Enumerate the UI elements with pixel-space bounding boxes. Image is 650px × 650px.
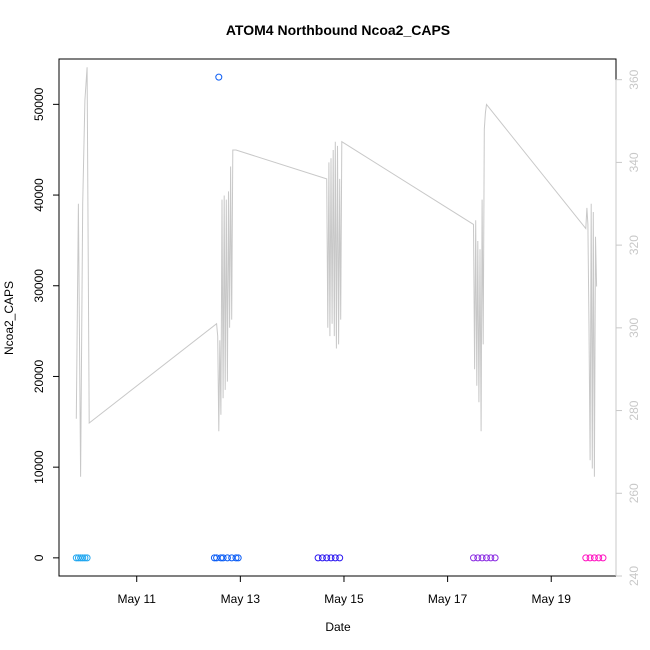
data-point xyxy=(223,554,231,562)
y-tick-label-right: 300 xyxy=(627,318,641,338)
y-tick-label-left: 40000 xyxy=(32,178,46,212)
x-tick-label: May 15 xyxy=(324,592,364,606)
data-point xyxy=(336,554,344,562)
data-point xyxy=(318,554,326,562)
data-point xyxy=(215,73,223,81)
x-tick-label: May 13 xyxy=(221,592,261,606)
data-point xyxy=(599,554,607,562)
data-point xyxy=(79,554,87,562)
y-tick-label-right: 340 xyxy=(627,152,641,172)
data-point xyxy=(331,554,339,562)
data-point xyxy=(314,554,322,562)
y-tick-label-right: 360 xyxy=(627,69,641,89)
data-point xyxy=(81,554,89,562)
data-point xyxy=(487,554,495,562)
data-point xyxy=(327,554,335,562)
x-tick-label: May 19 xyxy=(532,592,572,606)
y-tick-label-left: 30000 xyxy=(32,269,46,303)
y-tick-label-right: 320 xyxy=(627,235,641,255)
data-point xyxy=(595,554,603,562)
plot-frame xyxy=(58,58,617,577)
x-tick-label: May 11 xyxy=(117,592,156,606)
data-point xyxy=(483,554,490,562)
y-tick-label-right: 240 xyxy=(627,566,641,586)
y-tick-label-left: 10000 xyxy=(32,450,46,484)
y-tick-label-left: 0 xyxy=(32,554,46,561)
axes-layer: May 11 May 13 May 15 May 17 May 19 0 10000 2000… xyxy=(32,69,641,606)
data-point xyxy=(470,554,477,562)
series-line xyxy=(75,67,598,477)
y-tick-label-right: 260 xyxy=(627,483,641,503)
y-tick-label-left: 20000 xyxy=(32,359,46,393)
points-layer xyxy=(72,73,607,562)
x-axis-label: Date xyxy=(325,620,351,634)
data-point xyxy=(234,554,242,562)
chart-title: ATOM4 Northbound Ncoa2_CAPS xyxy=(226,22,450,38)
data-point xyxy=(586,554,594,562)
data-point xyxy=(582,554,590,562)
data-point xyxy=(590,554,598,562)
y-tick-label-left: 50000 xyxy=(32,87,46,121)
data-point xyxy=(83,554,91,562)
data-point xyxy=(491,554,499,562)
data-point xyxy=(478,554,486,562)
data-point xyxy=(219,554,227,562)
x-tick-label: May 17 xyxy=(428,592,468,606)
data-point xyxy=(323,554,331,562)
y-axis-label: Ncoa2_CAPS xyxy=(2,281,16,355)
y-tick-label-right: 280 xyxy=(627,400,641,420)
line-series-layer xyxy=(75,67,598,477)
data-point xyxy=(474,554,482,562)
data-point xyxy=(232,554,240,562)
